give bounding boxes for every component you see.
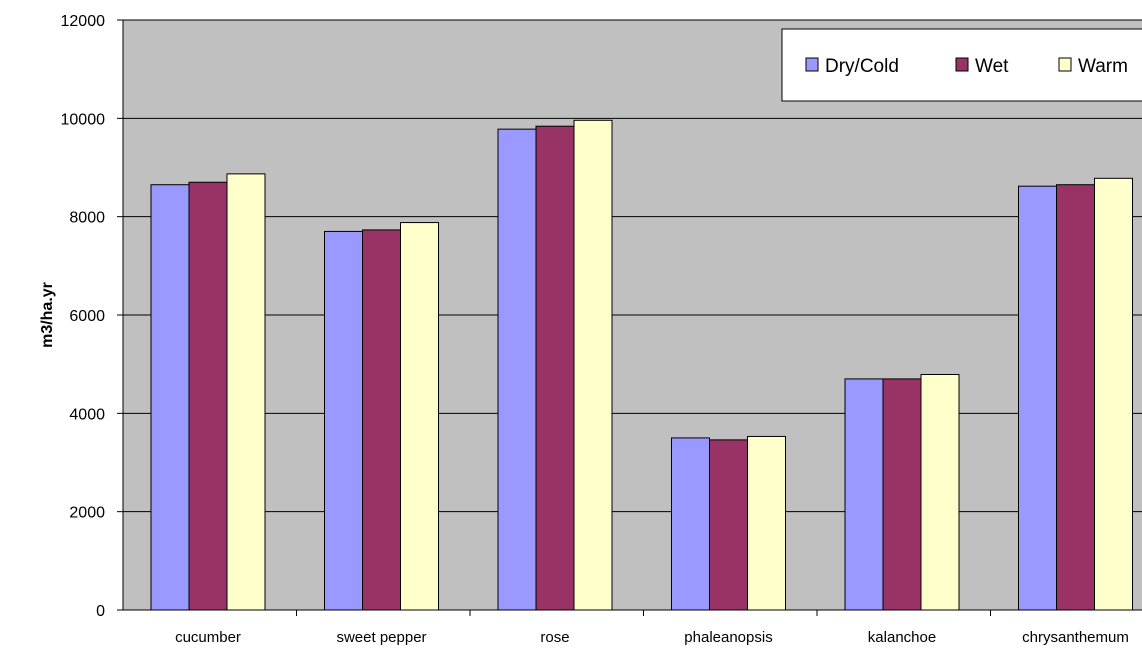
bar-warm-rose: [573, 119, 613, 611]
bar-warm-sweet-pepper: [400, 222, 439, 611]
bars: [150, 119, 1133, 611]
bar-wet-sweet-pepper: [362, 229, 401, 611]
x-ticks: cucumber sweet pepper rose phaleanopsis kala…: [175, 610, 1129, 646]
bar-warm-chrysanthemum: [1094, 177, 1133, 611]
legend-swatch: [805, 57, 819, 72]
bar-wet-chrysanthemum: [1056, 184, 1095, 611]
legend-label: Warm: [1078, 56, 1128, 77]
legend-label: Wet: [975, 56, 1009, 77]
legend: Dry/Cold Wet Warm: [781, 28, 1142, 102]
legend-swatch: [955, 57, 969, 72]
y-tick-label: 2000: [69, 505, 105, 522]
bar-wet-rose: [535, 125, 575, 611]
x-tick-label: rose: [540, 629, 569, 646]
y-tick-label: 4000: [69, 406, 105, 423]
bar-dry-cold-phaleanopsis: [671, 437, 710, 611]
gridlines: [123, 19, 1142, 513]
bar-dry-cold-chrysanthemum: [1018, 185, 1057, 611]
bar-warm-cucumber: [226, 173, 266, 611]
bar-dry-cold-cucumber: [150, 184, 190, 611]
bar-dry-cold-sweet-pepper: [324, 230, 363, 611]
bar-wet-kalanchoe: [882, 378, 922, 611]
y-tick-label: 6000: [69, 308, 105, 325]
x-tick-label: cucumber: [175, 629, 241, 646]
bar-warm-phaleanopsis: [747, 435, 786, 611]
x-tick-label: sweet pepper: [336, 629, 426, 646]
y-axis-title: m3/ha.yr: [39, 282, 56, 348]
y-tick-label: 12000: [61, 13, 106, 30]
y-tick-label: 10000: [61, 111, 106, 128]
y-tick-label: 8000: [69, 210, 105, 227]
bar-dry-cold-kalanchoe: [844, 378, 884, 611]
x-tick-label: kalanchoe: [868, 629, 936, 646]
bar-warm-kalanchoe: [920, 373, 960, 611]
legend-label: Dry/Cold: [825, 56, 899, 77]
bar-dry-cold-rose: [497, 128, 537, 611]
legend-swatch: [1058, 57, 1072, 72]
bar-wet-cucumber: [188, 181, 228, 611]
x-tick-label: phaleanopsis: [684, 629, 772, 646]
y-tick-label: 0: [96, 603, 105, 620]
y-ticks: 0 2000 4000 6000 8000 10000 12000: [61, 13, 123, 620]
bar-wet-phaleanopsis: [709, 439, 748, 611]
x-tick-label: chrysanthemum: [1022, 629, 1129, 646]
